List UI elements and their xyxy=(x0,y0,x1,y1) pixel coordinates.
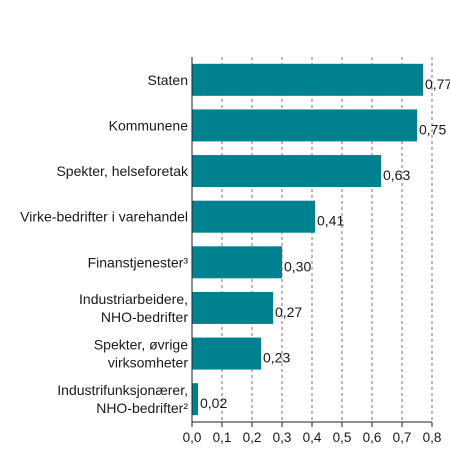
bar xyxy=(192,291,273,324)
x-tick-label: 0,0 xyxy=(183,430,202,445)
category-label: Industrifunksjonærer, NHO-bedrifter² xyxy=(57,382,188,416)
category-label: Spekter, øvrige virksomheter xyxy=(94,337,188,371)
category-label: Finanstjenester³ xyxy=(88,254,189,270)
value-label: 0,41 xyxy=(317,213,344,229)
bar xyxy=(192,246,282,279)
category-label-line: Spekter, helseforetak xyxy=(56,163,189,179)
x-tick-label: 0,2 xyxy=(243,430,262,445)
value-label: 0,02 xyxy=(200,395,227,411)
value-label: 0,63 xyxy=(383,167,410,183)
bar xyxy=(192,63,423,96)
category-label-line: Industriarbeidere, xyxy=(79,291,188,307)
x-tick-label: 0,6 xyxy=(363,430,382,445)
category-label-line: Industrifunksjonærer, xyxy=(57,382,188,398)
value-label: 0,27 xyxy=(275,304,302,320)
category-label-line: NHO-bedrifter xyxy=(101,309,188,325)
category-label-line: Virke-bedrifter i varehandel xyxy=(20,209,188,225)
category-label-line: Staten xyxy=(148,72,188,88)
x-tick-label: 0,8 xyxy=(423,430,442,445)
category-label: Industriarbeidere, NHO-bedrifter xyxy=(79,291,188,325)
bar xyxy=(192,155,381,188)
labels: 0,77 Staten 0,75 Kommunene 0,63 Spekter, hels… xyxy=(20,72,450,416)
category-label: Virke-bedrifter i varehandel xyxy=(20,209,188,225)
value-label: 0,75 xyxy=(419,121,446,137)
category-label-line: Kommunene xyxy=(109,117,189,133)
category-label-line: virksomheter xyxy=(108,355,188,371)
category-label: Staten xyxy=(148,72,188,88)
category-label: Kommunene xyxy=(109,117,189,133)
x-tick-label: 0,1 xyxy=(213,430,232,445)
category-label-line: Finanstjenester³ xyxy=(88,254,189,270)
axes: 0,0 0,1 0,2 0,3 0,4 0,5 0,6 0,7 0,8 xyxy=(183,57,442,445)
category-label-line: Spekter, øvrige xyxy=(94,337,188,353)
bar xyxy=(192,109,417,142)
value-label: 0,23 xyxy=(263,350,290,366)
x-tick-label: 0,5 xyxy=(333,430,352,445)
category-label: Spekter, helseforetak xyxy=(56,163,189,179)
value-label: 0,30 xyxy=(284,258,311,274)
bar xyxy=(192,200,315,233)
bar xyxy=(192,383,198,416)
value-label: 0,77 xyxy=(425,76,450,92)
x-tick-label: 0,3 xyxy=(273,430,292,445)
x-tick-label: 0,4 xyxy=(303,430,322,445)
x-tick-label: 0,7 xyxy=(393,430,412,445)
bar xyxy=(192,337,261,370)
category-label-line: NHO-bedrifter² xyxy=(96,400,188,416)
bars xyxy=(192,63,423,416)
